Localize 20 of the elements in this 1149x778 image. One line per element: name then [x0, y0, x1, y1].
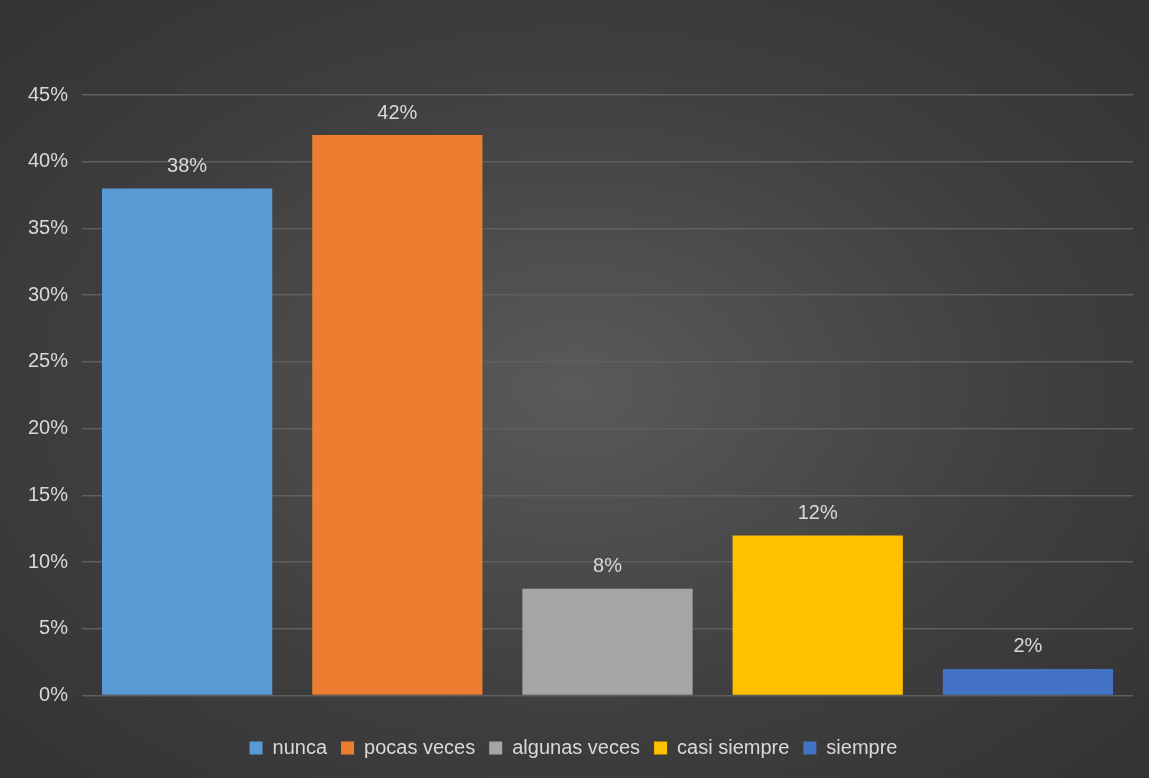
y-tick-label: 45%	[28, 82, 69, 105]
y-tick-label: 15%	[28, 482, 69, 505]
data-label: 8%	[593, 554, 623, 577]
legend-label: algunas veces	[512, 735, 641, 758]
y-tick-label: 0%	[39, 683, 69, 706]
y-tick-label: 5%	[39, 616, 69, 639]
data-label: 2%	[1013, 634, 1043, 657]
y-tick-label: 10%	[28, 549, 69, 572]
data-label: 38%	[167, 153, 208, 176]
legend-label: nunca	[272, 735, 328, 758]
y-tick-label: 20%	[28, 416, 69, 439]
y-tick-label: 25%	[28, 349, 69, 372]
data-label: 12%	[797, 500, 838, 523]
legend-label: casi siempre	[677, 735, 790, 758]
data-label: 42%	[377, 100, 418, 123]
y-tick-label: 35%	[28, 215, 69, 238]
y-tick-label: 40%	[28, 149, 69, 172]
legend-label: siempre	[826, 735, 898, 758]
legend-label: pocas veces	[364, 735, 476, 758]
y-tick-label: 30%	[28, 282, 69, 305]
